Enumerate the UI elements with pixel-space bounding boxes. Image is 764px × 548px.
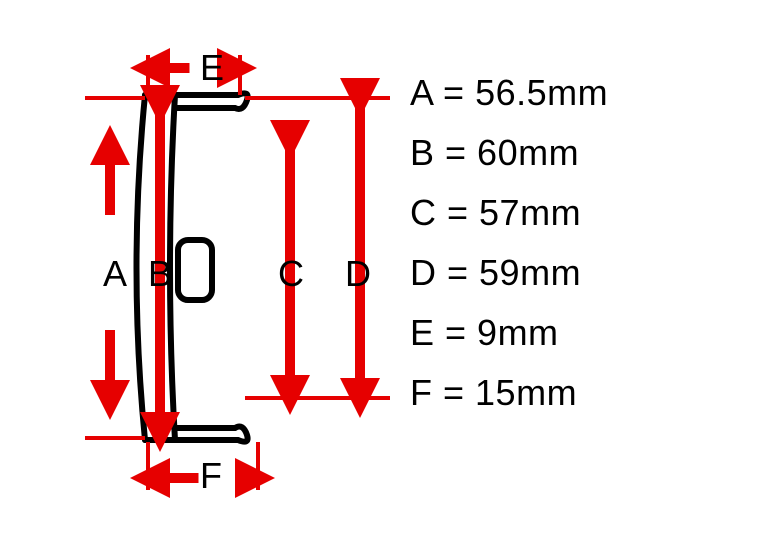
legend-row-B: B = 60mm (410, 135, 608, 171)
label-C: C (278, 253, 304, 295)
legend-key: D (410, 252, 437, 293)
legend-key: C (410, 192, 437, 233)
legend-val: 15mm (475, 372, 577, 413)
legend-key: B (410, 132, 435, 173)
label-A: A (103, 253, 127, 295)
legend-row-A: A = 56.5mm (410, 75, 608, 111)
legend-row-E: E = 9mm (410, 315, 608, 351)
legend-val: 56.5mm (475, 72, 608, 113)
legend-key: A (410, 72, 433, 113)
legend-row-F: F = 15mm (410, 375, 608, 411)
legend-val: 57mm (479, 192, 581, 233)
label-F: F (200, 455, 222, 497)
legend-val: 59mm (479, 252, 581, 293)
legend-row-D: D = 59mm (410, 255, 608, 291)
label-D: D (345, 253, 371, 295)
legend-key: E (410, 312, 435, 353)
legend-key: F (410, 372, 433, 413)
label-E: E (200, 47, 224, 89)
legend-val: 9mm (477, 312, 559, 353)
legend-row-C: C = 57mm (410, 195, 608, 231)
dimension-legend: A = 56.5mm B = 60mm C = 57mm D = 59mm E … (410, 75, 608, 435)
label-B: B (148, 253, 172, 295)
legend-val: 60mm (477, 132, 579, 173)
